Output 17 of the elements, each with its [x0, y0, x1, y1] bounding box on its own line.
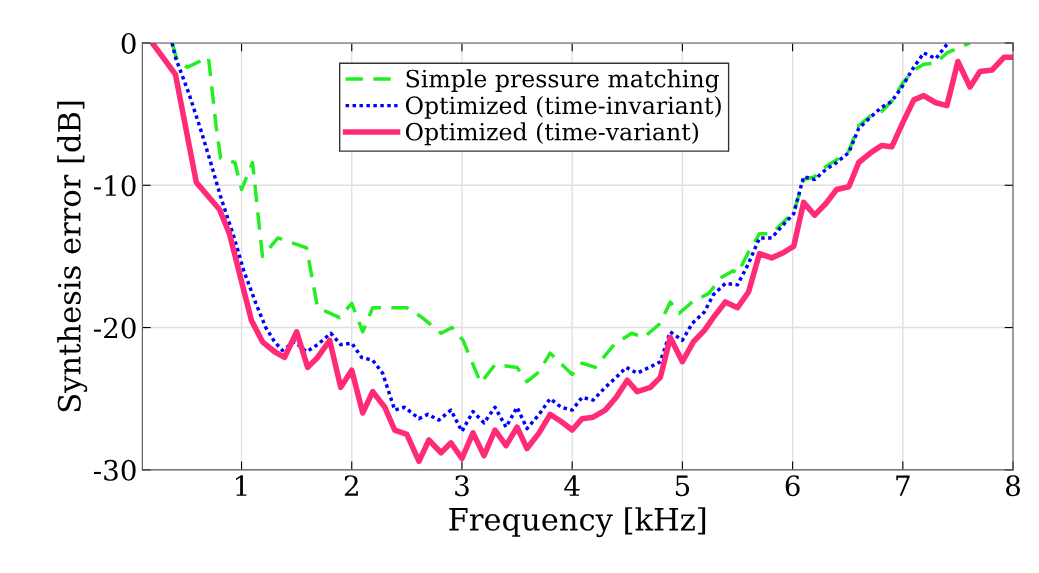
legend-label: Optimized (time-invariant) — [405, 95, 721, 119]
y-tick-label: -30 — [93, 459, 136, 481]
x-tick-label: 5 — [675, 475, 690, 497]
x-tick-label: 3 — [455, 475, 469, 497]
x-tick-label: 7 — [896, 475, 910, 496]
x-tick-label: 2 — [344, 475, 358, 496]
x-tick-label: 4 — [564, 475, 580, 496]
legend-label: Optimized (time-variant) — [405, 122, 699, 146]
x-tick-label: 6 — [785, 475, 800, 497]
y-axis-title: Synthesis error [dB] — [57, 101, 88, 412]
y-tick-label: -10 — [93, 175, 136, 197]
x-tick-label: 1 — [236, 475, 247, 496]
y-tick-label: 0 — [121, 32, 136, 54]
x-axis-title: Frequency [kHz] — [449, 507, 706, 538]
y-tick-label: -20 — [93, 317, 136, 339]
x-tick-label: 8 — [1006, 475, 1020, 497]
legend-label: Simple pressure matching — [406, 69, 720, 93]
